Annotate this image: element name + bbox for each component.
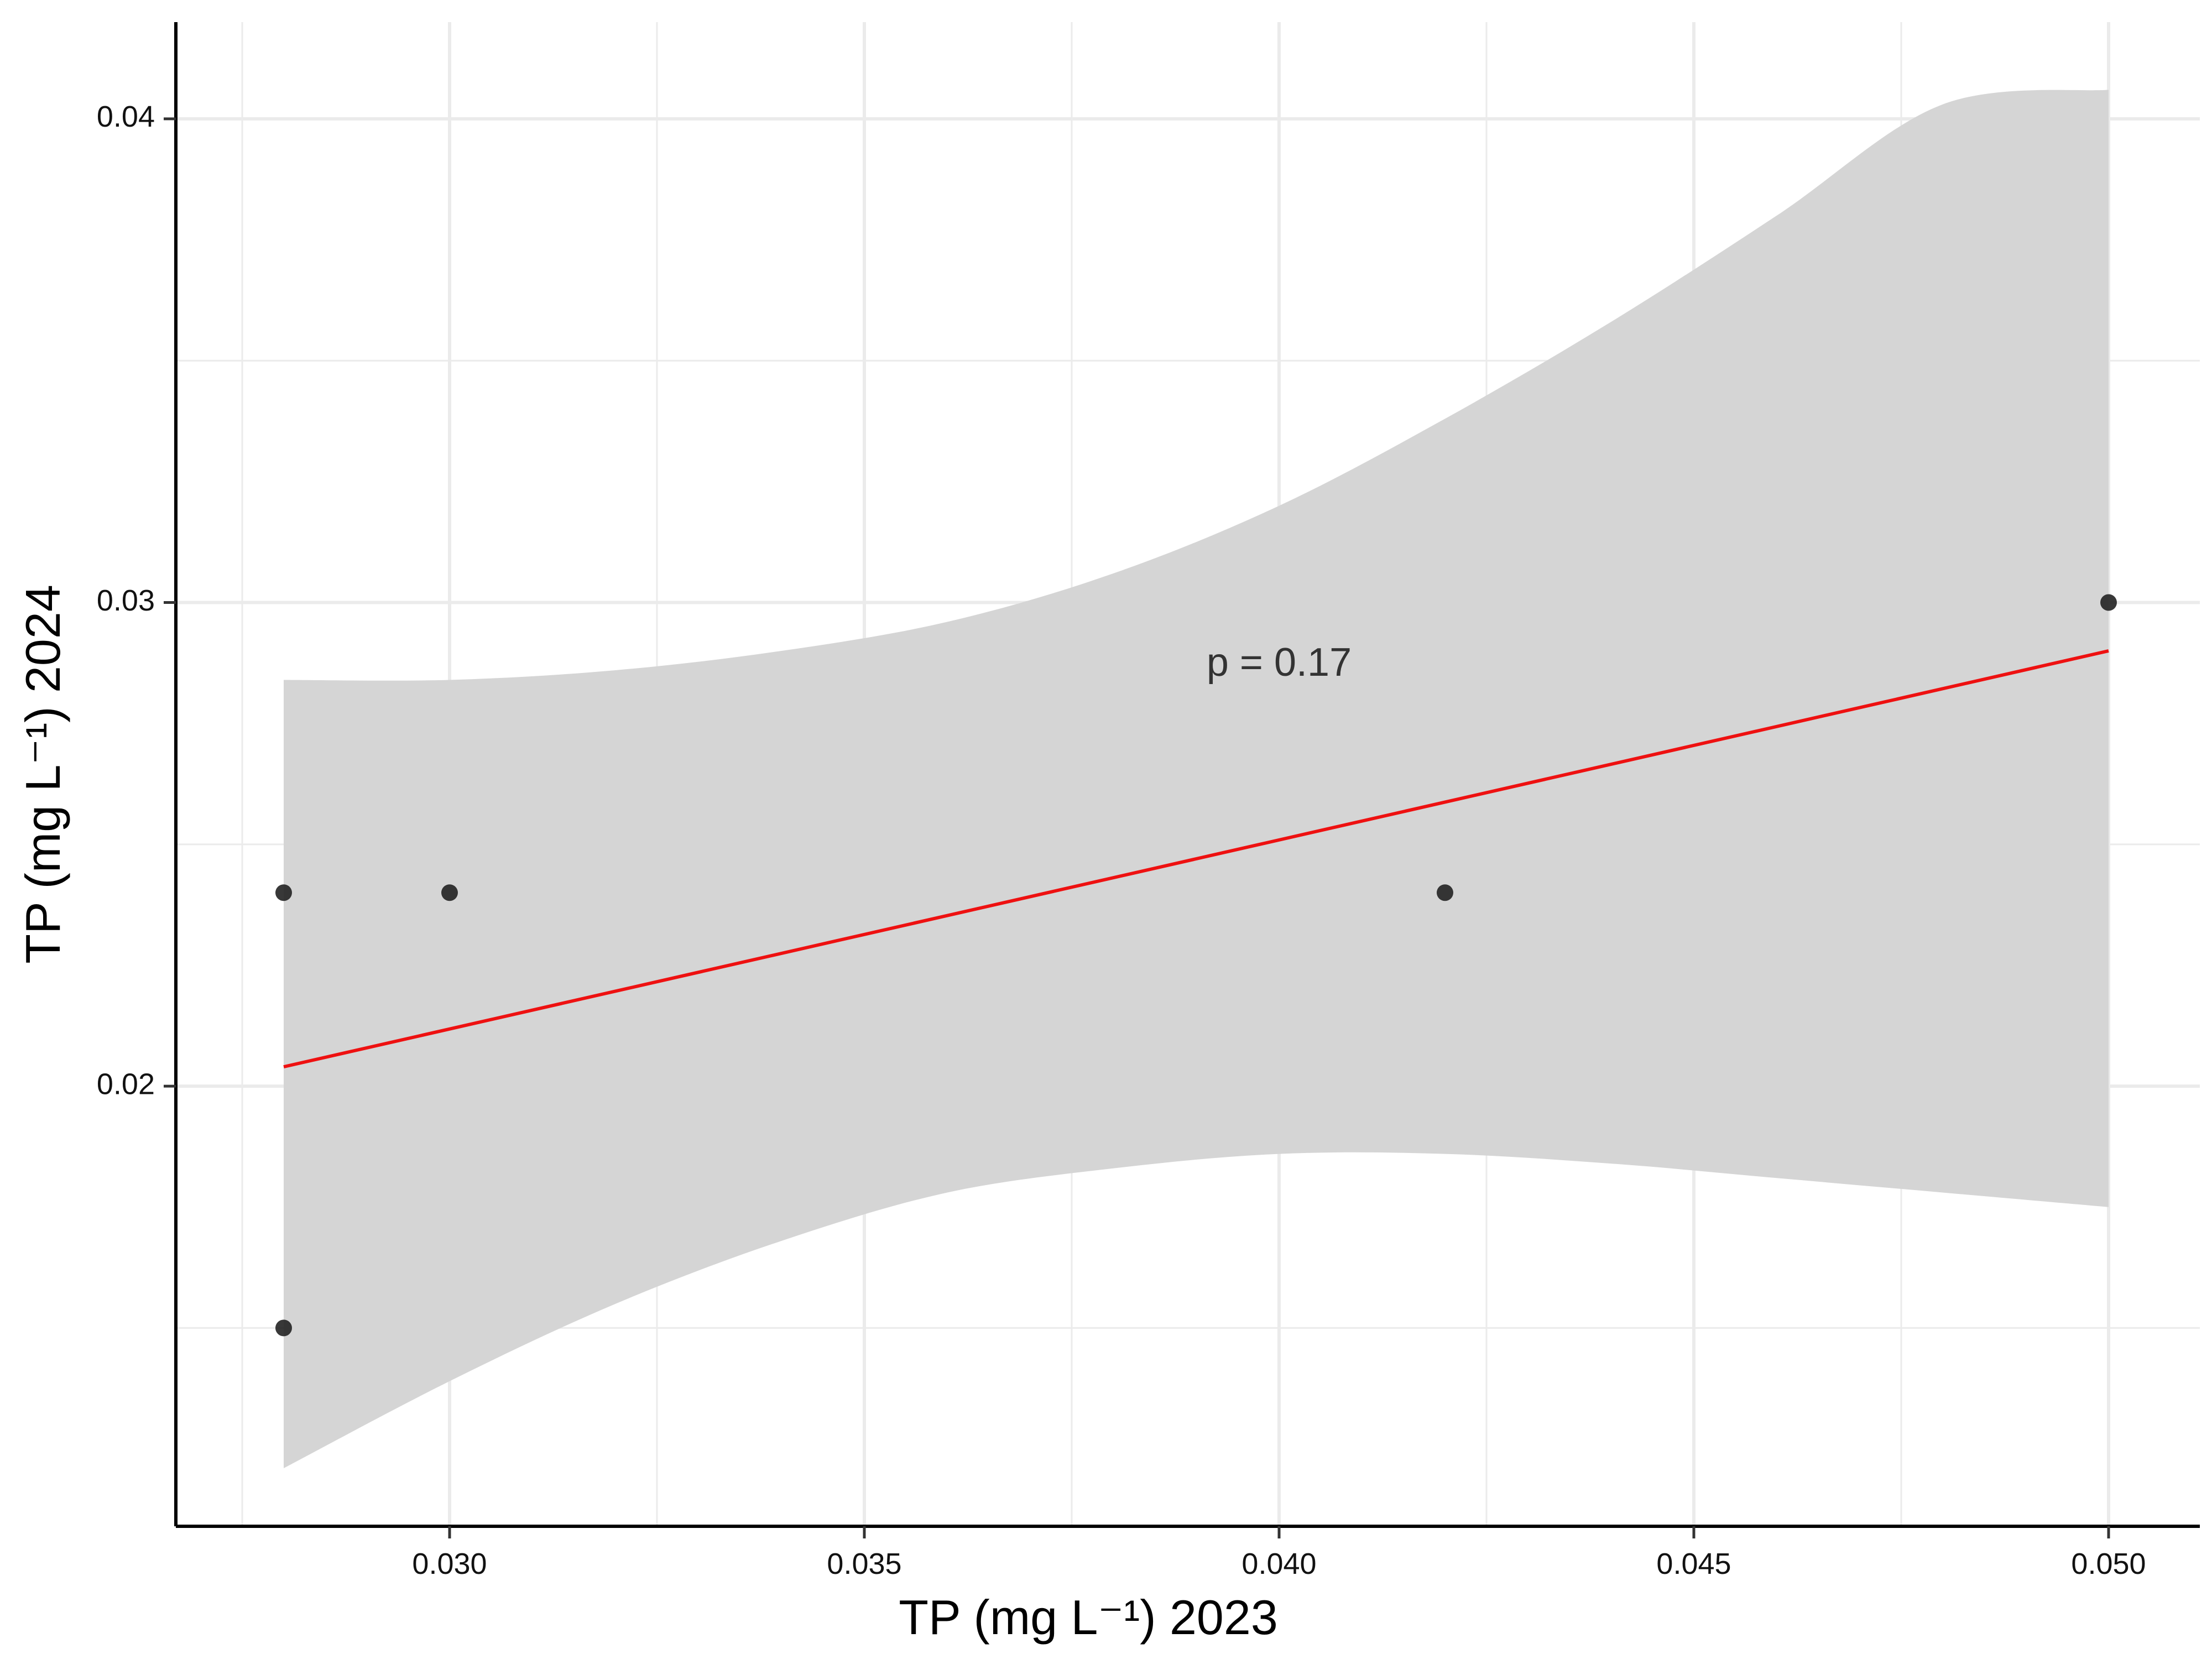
confidence-band — [284, 90, 2109, 1469]
x-axis-title: TP (mg L⁻¹) 2023 — [899, 1590, 1278, 1645]
y-tick-label: 0.04 — [97, 100, 155, 133]
y-ticks: 0.02 0.03 0.04 — [97, 100, 176, 1100]
x-tick-label: 0.030 — [412, 1547, 487, 1580]
data-point — [275, 1319, 292, 1337]
x-tick-label: 0.040 — [1241, 1547, 1316, 1580]
data-point — [441, 884, 458, 901]
y-tick-label: 0.02 — [97, 1067, 155, 1100]
y-axis-title: TP (mg L⁻¹) 2024 — [15, 585, 70, 964]
data-point — [2100, 594, 2117, 611]
points-layer — [275, 594, 2117, 1337]
confidence-band-layer — [284, 90, 2109, 1469]
data-point — [1437, 884, 1453, 901]
x-tick-label: 0.035 — [827, 1547, 901, 1580]
annotation-layer: p = 0.17 — [1207, 640, 1352, 685]
regression-line — [283, 649, 2109, 1069]
x-tick-label: 0.050 — [2071, 1547, 2146, 1580]
data-point — [275, 884, 292, 901]
axes — [174, 22, 2200, 1528]
fit-line-layer — [283, 649, 2109, 1069]
y-tick-label: 0.03 — [97, 584, 155, 617]
p-value-annotation: p = 0.17 — [1207, 640, 1352, 685]
x-tick-label: 0.045 — [1656, 1547, 1731, 1580]
x-ticks: 0.030 0.035 0.040 0.045 0.050 — [412, 1526, 2146, 1580]
